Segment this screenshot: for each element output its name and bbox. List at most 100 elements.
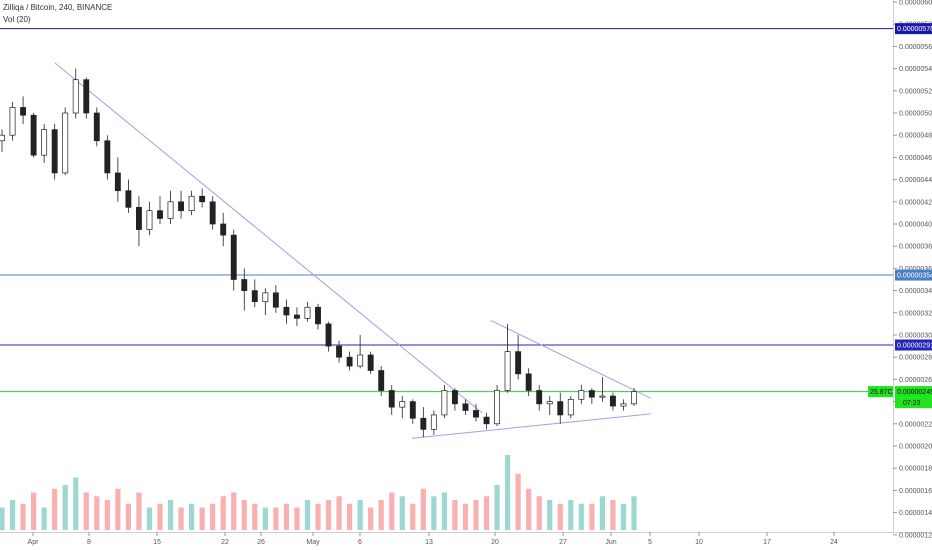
volume-bar bbox=[378, 500, 384, 530]
candle bbox=[72, 68, 79, 119]
time-axis[interactable]: Apr 8 15 22 26 May 6 13 20 27 Jun 5 10 17 24 bbox=[28, 532, 838, 546]
volume-bar bbox=[389, 492, 395, 530]
candle bbox=[178, 190, 185, 219]
candle bbox=[441, 384, 448, 419]
candle bbox=[515, 335, 522, 380]
volume-bar bbox=[568, 500, 574, 530]
volume-bar bbox=[189, 503, 195, 530]
volume-bar bbox=[578, 503, 584, 530]
candle bbox=[557, 392, 564, 424]
candle bbox=[420, 407, 427, 438]
level-price-badge: 0.00000354 bbox=[895, 269, 932, 281]
candle bbox=[20, 96, 27, 125]
candle bbox=[220, 212, 227, 247]
candle bbox=[504, 323, 511, 393]
symbol-title[interactable]: Zilliqa / Bitcoin, 240, BINANCE bbox=[3, 3, 113, 12]
price-badges: 0.00000576 0.00000354 0.00000291 0.00000249… bbox=[868, 23, 932, 409]
volume-bar bbox=[347, 503, 353, 530]
candle bbox=[430, 410, 437, 435]
volume-bar bbox=[368, 507, 374, 530]
volume-bar bbox=[231, 492, 237, 530]
candle bbox=[0, 129, 5, 152]
x-tick-label: 8 bbox=[87, 539, 91, 546]
volume-bars bbox=[0, 455, 637, 530]
volume-bar bbox=[9, 500, 16, 530]
countdown-badge: 07:23 bbox=[895, 397, 932, 409]
candle bbox=[620, 399, 627, 411]
candle bbox=[599, 377, 606, 402]
candle bbox=[146, 201, 153, 236]
volume-bar bbox=[94, 496, 100, 530]
level-price-badge: 0.00000291 bbox=[895, 339, 932, 351]
volume-bar bbox=[273, 507, 279, 530]
candle bbox=[135, 196, 142, 247]
volume-indicator-title[interactable]: Vol (20) bbox=[3, 15, 31, 24]
volume-bar bbox=[589, 503, 595, 530]
volume-bar bbox=[431, 496, 437, 530]
candle bbox=[157, 196, 163, 224]
x-tick-label: 26 bbox=[257, 539, 265, 546]
candle bbox=[473, 403, 479, 422]
trendline[interactable] bbox=[490, 320, 652, 399]
candle bbox=[114, 157, 121, 202]
x-tick-label: Jun bbox=[605, 539, 616, 546]
chart-legend: Zilliqa / Bitcoin, 240, BINANCE Vol (20) bbox=[3, 2, 112, 26]
y-tick-label: 0.00000120 bbox=[899, 532, 932, 539]
candle bbox=[199, 188, 206, 208]
candle bbox=[304, 301, 311, 322]
volume-bar bbox=[420, 488, 426, 530]
candle bbox=[494, 384, 501, 427]
candle bbox=[609, 392, 616, 411]
candle bbox=[462, 399, 469, 415]
trendline[interactable] bbox=[54, 62, 483, 414]
volume-bar bbox=[526, 488, 532, 530]
volume-bar bbox=[473, 500, 479, 530]
volume-bar bbox=[631, 496, 637, 530]
candle bbox=[293, 307, 300, 327]
candle bbox=[230, 229, 237, 291]
candle bbox=[357, 335, 364, 369]
svg-text:25.87C: 25.87C bbox=[870, 389, 893, 396]
volume-bar bbox=[410, 503, 416, 530]
x-tick-label: 20 bbox=[491, 539, 499, 546]
volume-bar bbox=[283, 503, 289, 530]
price-change-badge: 25.87C bbox=[868, 386, 893, 398]
candle bbox=[578, 384, 585, 404]
svg-text:0.00000354: 0.00000354 bbox=[897, 273, 932, 280]
volume-bar bbox=[0, 507, 5, 530]
volume-bar bbox=[494, 485, 500, 530]
candle bbox=[483, 412, 490, 430]
x-tick-label: 17 bbox=[763, 539, 771, 546]
candle bbox=[104, 135, 111, 180]
volume-bar bbox=[167, 500, 174, 530]
volume-bar bbox=[41, 507, 47, 530]
volume-bar bbox=[83, 492, 89, 530]
volume-bar bbox=[157, 503, 163, 530]
candle bbox=[378, 366, 385, 397]
volume-bar bbox=[557, 503, 563, 530]
candle bbox=[588, 388, 595, 404]
x-tick-label: 10 bbox=[695, 539, 703, 546]
candle bbox=[399, 396, 406, 419]
svg-text:0.00000291: 0.00000291 bbox=[897, 342, 932, 349]
candle bbox=[251, 279, 258, 308]
trendline[interactable] bbox=[411, 413, 652, 439]
candle bbox=[346, 351, 353, 371]
volume-bar bbox=[357, 500, 363, 530]
